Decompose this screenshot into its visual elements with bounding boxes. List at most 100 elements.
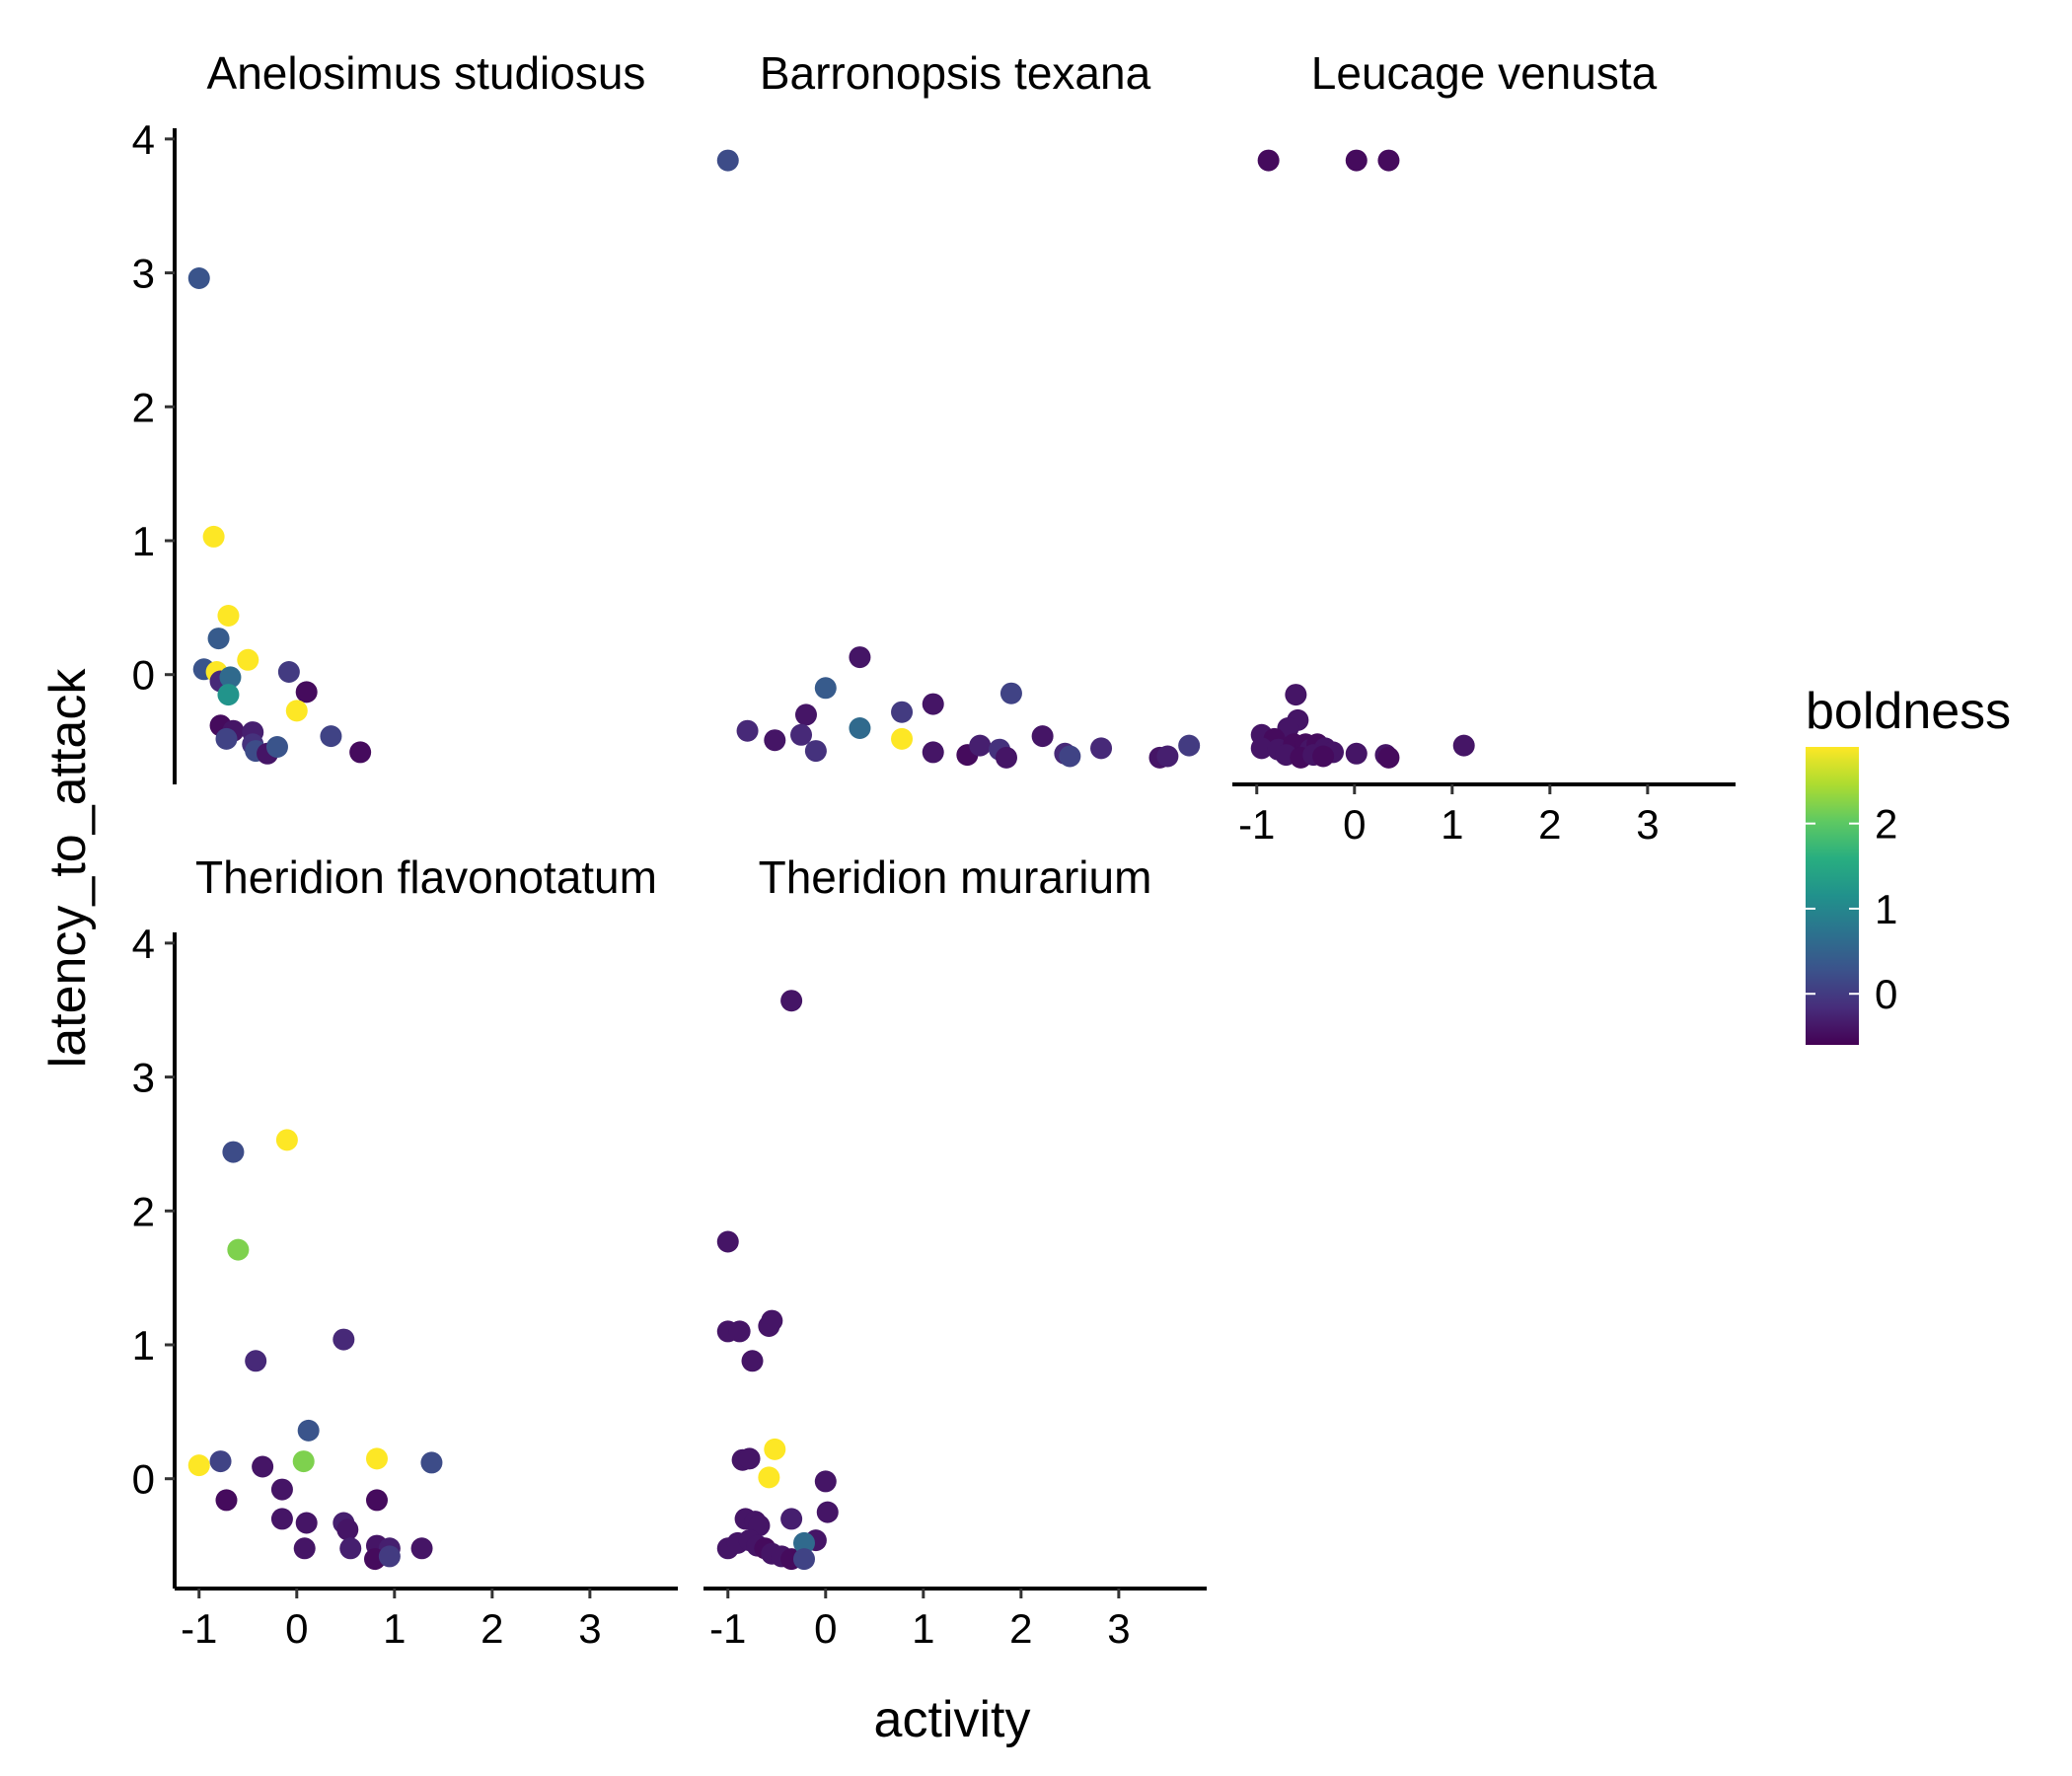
data-point [1178,734,1201,757]
x-tick-label: 1 [383,1605,406,1652]
facet-strip-label: Theridion flavonotatum [195,851,657,903]
data-point [849,717,871,739]
data-point [969,734,992,757]
legend-tick-label: 1 [1875,886,1897,932]
x-tick-label: -1 [1238,801,1275,848]
data-point [1090,737,1113,760]
data-point [217,684,240,706]
x-tick-label: 0 [814,1605,837,1652]
data-point [295,1512,318,1534]
facet-panels: Anelosimus studiosus 0 1 2 3 4 Barronopsis tex… [132,47,1736,1652]
data-point [780,990,803,1012]
x-tick-label: 3 [578,1605,601,1652]
data-point [1377,149,1400,172]
data-point [292,1450,315,1473]
data-point [741,1350,764,1372]
x-axis-title: activity [874,1691,1031,1748]
data-point [237,648,259,671]
data-point [1452,734,1475,757]
data-point [215,1489,238,1512]
data-point [716,1230,739,1253]
data-point [333,1328,355,1351]
data-point [202,525,225,548]
data-point [410,1537,433,1560]
data-point [378,1545,401,1568]
data-point [716,149,739,172]
legend-title: boldness [1806,683,2011,740]
data-point [420,1451,443,1474]
data-point [215,727,238,750]
x-tick-label: 3 [1107,1605,1130,1652]
data-point [764,729,786,752]
data-point [1285,684,1307,706]
data-point [285,700,308,722]
x-tick-label: 3 [1636,801,1659,848]
data-point [849,646,871,669]
x-tick-label: -1 [709,1605,746,1652]
data-point [891,727,914,750]
x-tick-label: -1 [181,1605,217,1652]
data-point [1377,746,1400,769]
facet-panel: Barronopsis texana [716,47,1201,769]
data-point [999,682,1022,704]
data-point [764,1438,786,1460]
y-tick-label: 0 [132,652,155,699]
data-point [207,628,230,650]
data-point [1345,742,1368,765]
data-point [187,1454,210,1477]
x-tick-label: 0 [1343,801,1366,848]
data-point [252,1455,274,1478]
y-tick-label: 2 [132,1188,155,1234]
data-point [922,741,944,764]
legend-ticks: 0 1 2 [1806,801,1897,1017]
data-point [336,1518,359,1541]
data-point [794,703,817,726]
data-point [245,1350,267,1372]
legend-tick-label: 2 [1875,801,1897,848]
facet-panel: Theridion murarium -1 0 1 2 3 [703,851,1207,1652]
data-point [1257,149,1280,172]
data-point [320,725,342,748]
data-point [339,1537,362,1560]
data-point [995,746,1017,769]
y-tick-label: 2 [132,384,155,430]
data-point [1059,745,1081,768]
data-point [891,701,914,723]
data-point [790,723,813,746]
x-tick-label: 2 [481,1605,503,1652]
data-point [758,1466,780,1489]
y-tick-label: 1 [132,518,155,564]
facet-panel: Leucage venusta -1 0 1 2 3 [1232,47,1736,848]
x-tick-label: 1 [1441,801,1463,848]
facet-panel: Theridion flavonotatum 0 1 2 3 4 -1 0 1 2 3 [132,851,678,1652]
data-point [365,1447,388,1470]
facet-strip-label: Theridion murarium [759,851,1152,903]
data-point [793,1531,815,1554]
data-point [1156,745,1179,768]
data-point [277,661,300,683]
facet-strip-label: Barronopsis texana [760,47,1151,99]
data-point [297,1419,320,1442]
y-axis-title: latency_to_attack [39,668,97,1069]
y-tick-label: 1 [132,1322,155,1369]
facet-strip-label: Leucage venusta [1311,47,1658,99]
legend-colorbar [1806,747,1859,1045]
facet-panel: Anelosimus studiosus 0 1 2 3 4 [132,47,645,784]
data-point [816,1501,839,1523]
data-point [275,1129,298,1151]
data-point [814,677,837,700]
data-point [227,1238,250,1261]
data-point [209,1450,232,1473]
data-point [349,741,372,764]
data-point [761,1309,783,1332]
x-tick-label: 0 [285,1605,308,1652]
data-point [219,666,242,689]
y-tick-label: 4 [132,116,155,163]
x-tick-label: 1 [912,1605,934,1652]
data-point [265,736,288,758]
data-point [736,719,759,742]
data-point [728,1320,751,1343]
y-tick-label: 4 [132,921,155,967]
data-point [780,1508,803,1530]
data-point [270,1478,293,1501]
